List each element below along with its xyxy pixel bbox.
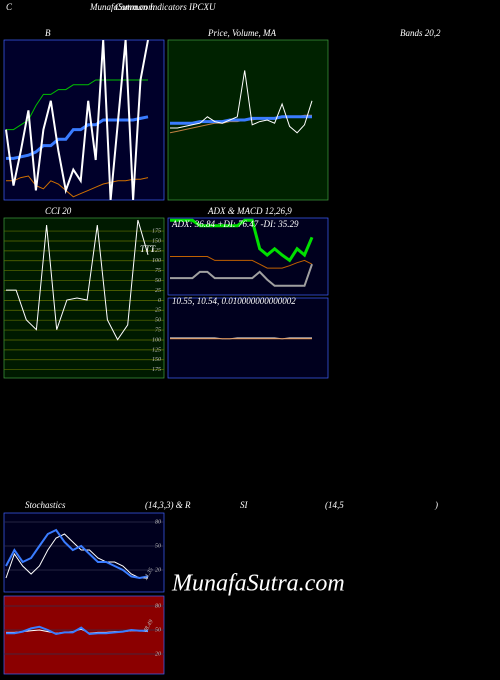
series-line [170, 256, 313, 269]
series-line [6, 175, 149, 198]
panel-title: ADX & MACD 12,26,9 [207, 206, 292, 216]
series-line [6, 625, 148, 636]
y-tick-label: 50 [155, 278, 161, 284]
y-tick-label: 100 [152, 258, 161, 264]
y-tick-label: 80 [155, 603, 161, 609]
series-line [170, 70, 313, 134]
y-tick-label: 50 [155, 543, 161, 549]
y-tick-label: 125 [152, 248, 161, 254]
series-line [170, 218, 314, 263]
plot [5, 40, 149, 200]
y-tick-label: 175 [152, 228, 161, 234]
y-tick-label: 50 [155, 318, 161, 324]
series-line [5, 40, 149, 200]
y-tick-label: 20 [155, 651, 161, 657]
y-tick-label: 75 [155, 268, 161, 274]
y-tick-label: 75 [155, 327, 161, 333]
series-line [170, 263, 313, 287]
series-line [5, 528, 149, 580]
y-tick-label: 150 [152, 357, 161, 363]
y-tick-label: 175 [152, 367, 161, 373]
panel [3, 217, 165, 379]
series-line [170, 337, 312, 340]
header-site: MunafaSutra.com [89, 2, 155, 12]
series-line [5, 533, 148, 579]
panel-title: (14,3,3) & R [145, 500, 191, 510]
panel-title: CCI 20 [45, 206, 72, 216]
annotation: ADX: 36.84 +DI: 76.47 -DI: 35.29 [171, 219, 299, 229]
y-tick-label: 0 [158, 298, 161, 304]
plot [5, 528, 149, 580]
panel-title: Stochastics [25, 500, 66, 510]
plot [170, 337, 312, 340]
y-tick-label: 25 [155, 288, 161, 294]
plot [6, 625, 149, 636]
panel-title: B [45, 28, 51, 38]
panel-title: Price, Volume, MA [207, 28, 276, 38]
series-line [170, 115, 312, 125]
panel [3, 512, 165, 593]
panel-title: ) [434, 500, 438, 510]
plot [6, 219, 149, 341]
y-tick-label: 20 [155, 567, 161, 573]
watermark: MunafaSutra.com [171, 571, 345, 597]
panel-subtitle: Bands 20,2 [400, 28, 441, 38]
y-tick-label: 150 [152, 238, 161, 244]
y-tick-label: 80 [155, 519, 161, 525]
annotation: 10.55, 10.54, 0.010000000000002 [172, 296, 296, 306]
y-tick-label: 50 [155, 627, 161, 633]
panel-title: SI [240, 500, 249, 510]
panel [3, 595, 165, 675]
y-tick-label: 25 [155, 308, 161, 314]
header-letter: C [6, 2, 13, 12]
panel-title: (14,5 [325, 500, 344, 510]
plot [170, 218, 314, 287]
series-line [6, 115, 149, 160]
series-line [6, 219, 149, 341]
header-title: Common Indicators IPCXU [115, 2, 216, 12]
y-tick-label: 100 [152, 337, 161, 343]
annotation: TTT [140, 244, 156, 254]
plot [169, 70, 313, 134]
y-tick-label: 125 [152, 347, 161, 353]
